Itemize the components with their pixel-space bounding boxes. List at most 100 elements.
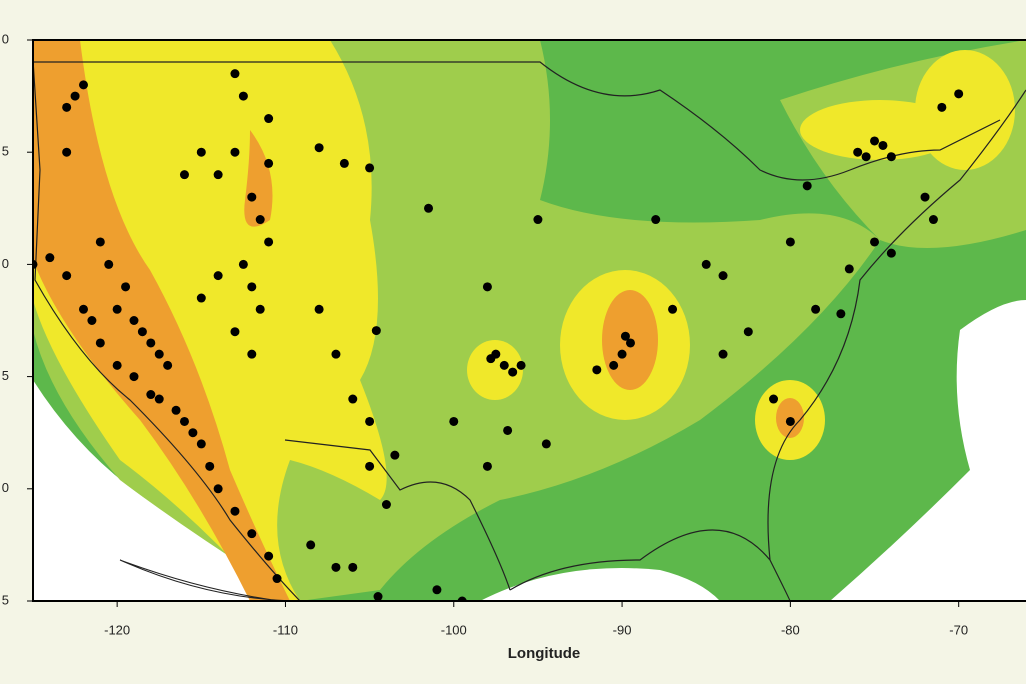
earthquake-point [95, 237, 105, 247]
earthquake-point [620, 331, 630, 341]
hazard-very-high [33, 40, 290, 601]
earthquake-point [449, 416, 459, 426]
earthquake-point [205, 461, 215, 471]
plot-frame [32, 39, 1026, 602]
earthquake-point [264, 114, 274, 124]
hazard-very-high [244, 130, 273, 227]
earthquake-point [230, 69, 240, 79]
earthquake-point [87, 316, 97, 325]
earthquake-point [651, 215, 661, 225]
earthquakes [33, 69, 964, 601]
earthquake-point [213, 484, 223, 494]
hazard-high [33, 40, 387, 601]
earthquake-point [954, 89, 964, 99]
x-tick-label: -120 [104, 622, 130, 637]
earthquake-point [920, 192, 930, 202]
earthquake-point [365, 163, 375, 173]
x-tick-label: -70 [949, 622, 968, 637]
earthquake-point [213, 271, 223, 281]
x-tick-label: -90 [613, 622, 632, 637]
earthquake-point [70, 91, 80, 101]
earthquake-point [331, 349, 341, 359]
earthquake-point [62, 102, 72, 112]
earthquake-point [78, 304, 88, 314]
earthquake-point [541, 439, 551, 449]
earthquake-point [264, 237, 274, 247]
earthquake-point [121, 282, 131, 292]
earthquake-point [196, 293, 206, 303]
earthquake-point [230, 327, 240, 337]
earthquake-point [482, 282, 492, 292]
earthquake-point [878, 140, 888, 150]
earthquake-point [171, 405, 181, 415]
earthquake-point [937, 102, 947, 112]
earthquake-point [62, 271, 72, 281]
earthquake-point [247, 282, 257, 292]
x-axis-label: Longitude [508, 645, 580, 662]
earthquake-point [247, 529, 257, 539]
earthquake-point [592, 365, 602, 375]
earthquake-point [886, 248, 896, 258]
earthquake-point [255, 215, 265, 225]
earthquake-point [137, 327, 147, 337]
border [33, 59, 1026, 601]
x-tick-label: -80 [781, 622, 800, 637]
earthquake-point [861, 152, 871, 162]
earthquake-point [371, 326, 381, 336]
ocean [33, 380, 300, 601]
earthquake-point [348, 394, 358, 404]
earthquake-point [238, 91, 248, 101]
earthquake-point [95, 338, 105, 348]
hazard-high [915, 50, 1015, 170]
earthquake-point [365, 461, 375, 471]
earthquake-point [306, 540, 316, 550]
earthquake-point [112, 360, 122, 370]
gulf [480, 568, 720, 601]
earthquake-point [457, 596, 467, 601]
earthquake-point [870, 136, 880, 146]
earthquake-point [264, 551, 274, 561]
earthquake-point [247, 349, 257, 359]
earthquake-point [390, 450, 400, 460]
earthquake-point [339, 158, 349, 168]
x-tick-label: -110 [273, 622, 298, 637]
earthquake-point [314, 143, 324, 153]
earthquake-point [533, 215, 543, 225]
earthquake-point [213, 170, 223, 180]
ocean [830, 300, 1026, 601]
earthquake-point [129, 372, 139, 382]
y-tick-label: 0 [2, 480, 9, 495]
earthquake-point [928, 215, 938, 225]
earthquake-point [802, 181, 812, 191]
earthquake-point [718, 271, 728, 281]
earthquake-point [163, 360, 173, 370]
earthquake-point [247, 192, 257, 202]
earthquake-point [146, 338, 156, 348]
earthquake-point [508, 367, 518, 377]
earthquake-point [154, 394, 164, 404]
coastline [119, 559, 301, 601]
earthquake-point [811, 304, 821, 314]
earthquake-point [238, 259, 248, 269]
earthquake-point [516, 360, 526, 370]
earthquake-point [78, 80, 88, 90]
earthquake-point [365, 416, 375, 426]
earthquake-point [432, 585, 442, 595]
earthquake-point [230, 147, 240, 157]
x-tick-label: -100 [441, 622, 467, 637]
y-tick-label: 0 [2, 256, 9, 271]
earthquake-point [486, 354, 496, 364]
earthquake-point [785, 237, 795, 247]
earthquake-point [870, 237, 880, 247]
earthquake-point [503, 425, 513, 435]
earthquake-point [844, 264, 854, 274]
earthquake-point [264, 158, 274, 168]
earthquake-point [129, 316, 139, 325]
y-tick-label: 5 [2, 368, 9, 383]
earthquake-point [230, 506, 240, 516]
earthquake-point [179, 170, 189, 180]
earthquake-point [314, 304, 324, 314]
y-tick-label: 5 [2, 144, 9, 159]
earthquake-point [886, 152, 896, 162]
